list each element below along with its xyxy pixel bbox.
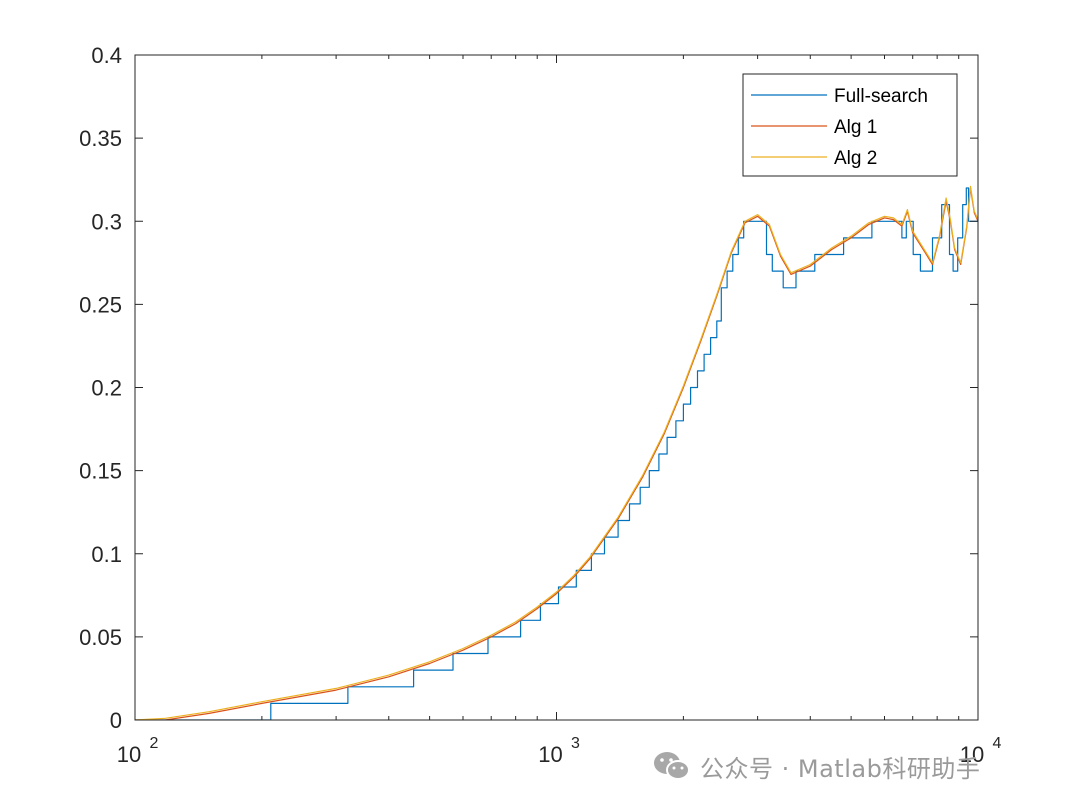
y-tick-label: 0.3 bbox=[91, 209, 122, 234]
legend-label-1: Full-search bbox=[834, 86, 928, 107]
legend-box bbox=[742, 73, 958, 177]
y-tick-label: 0 bbox=[110, 708, 122, 733]
axes: 0 0.05 0.1 0.15 0.2 0.25 0.3 0.35 0.4 10 2 10 3 10 4 bbox=[79, 43, 1001, 767]
wechat-icon bbox=[652, 750, 692, 782]
legend: Full-search Alg 1 Alg 2 bbox=[742, 73, 958, 177]
watermark-text: 公众号 · Matlab科研助手 bbox=[700, 754, 981, 783]
y-tick-label: 0.4 bbox=[91, 43, 122, 68]
y-tick-label: 0.35 bbox=[79, 126, 122, 151]
x-tick-exponent: 2 bbox=[150, 735, 159, 752]
y-tick-label: 0.05 bbox=[79, 625, 122, 650]
y-tick-label: 0.25 bbox=[79, 292, 122, 317]
x-tick-exponent: 3 bbox=[571, 735, 580, 752]
plot-area bbox=[135, 185, 978, 720]
series-line-2 bbox=[135, 187, 978, 720]
legend-label-2: Alg 1 bbox=[834, 117, 877, 138]
x-tick-label: 10 bbox=[960, 742, 984, 767]
series-line-3 bbox=[135, 185, 978, 720]
x-tick-label: 10 bbox=[117, 742, 141, 767]
x-tick-label: 10 bbox=[538, 742, 562, 767]
watermark: 公众号 · Matlab科研助手 bbox=[652, 748, 980, 784]
y-tick-label: 0.15 bbox=[79, 459, 122, 484]
y-tick-label: 0.1 bbox=[91, 542, 122, 567]
x-tick-exponent: 4 bbox=[993, 735, 1002, 752]
y-tick-label: 0.2 bbox=[91, 376, 122, 401]
legend-label-3: Alg 2 bbox=[834, 148, 877, 169]
series-line-1 bbox=[135, 187, 978, 720]
